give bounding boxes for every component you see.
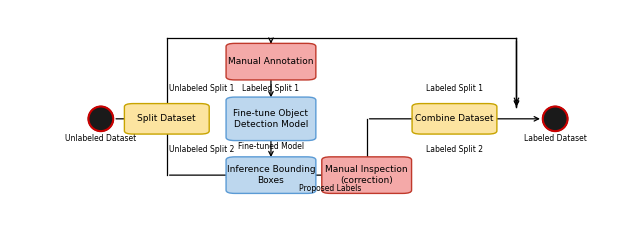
- Text: Split Dataset: Split Dataset: [138, 114, 196, 123]
- Text: Fine-tuned Model: Fine-tuned Model: [238, 142, 304, 151]
- FancyBboxPatch shape: [322, 157, 412, 194]
- Text: Unlabeled Dataset: Unlabeled Dataset: [65, 134, 136, 143]
- Text: Labeled Split 1: Labeled Split 1: [243, 84, 300, 93]
- Text: Labeled Split 1: Labeled Split 1: [426, 84, 483, 93]
- Text: Manual Inspection
(correction): Manual Inspection (correction): [325, 165, 408, 185]
- FancyBboxPatch shape: [226, 97, 316, 141]
- Text: Inference Bounding
Boxes: Inference Bounding Boxes: [227, 165, 316, 185]
- Text: Unlabeled Split 2: Unlabeled Split 2: [169, 145, 234, 154]
- Text: Proposed Labels: Proposed Labels: [300, 184, 362, 194]
- FancyBboxPatch shape: [124, 104, 209, 134]
- FancyBboxPatch shape: [226, 43, 316, 80]
- FancyBboxPatch shape: [226, 157, 316, 194]
- Text: Labeled Dataset: Labeled Dataset: [524, 134, 587, 143]
- Text: Labeled Split 2: Labeled Split 2: [426, 145, 483, 154]
- Text: Fine-tune Object
Detection Model: Fine-tune Object Detection Model: [234, 109, 308, 129]
- Text: Unlabeled Split 1: Unlabeled Split 1: [169, 84, 234, 93]
- Ellipse shape: [88, 106, 113, 131]
- Text: Manual Annotation: Manual Annotation: [228, 57, 314, 66]
- FancyBboxPatch shape: [412, 104, 497, 134]
- Ellipse shape: [543, 106, 568, 131]
- Text: Combine Dataset: Combine Dataset: [415, 114, 493, 123]
